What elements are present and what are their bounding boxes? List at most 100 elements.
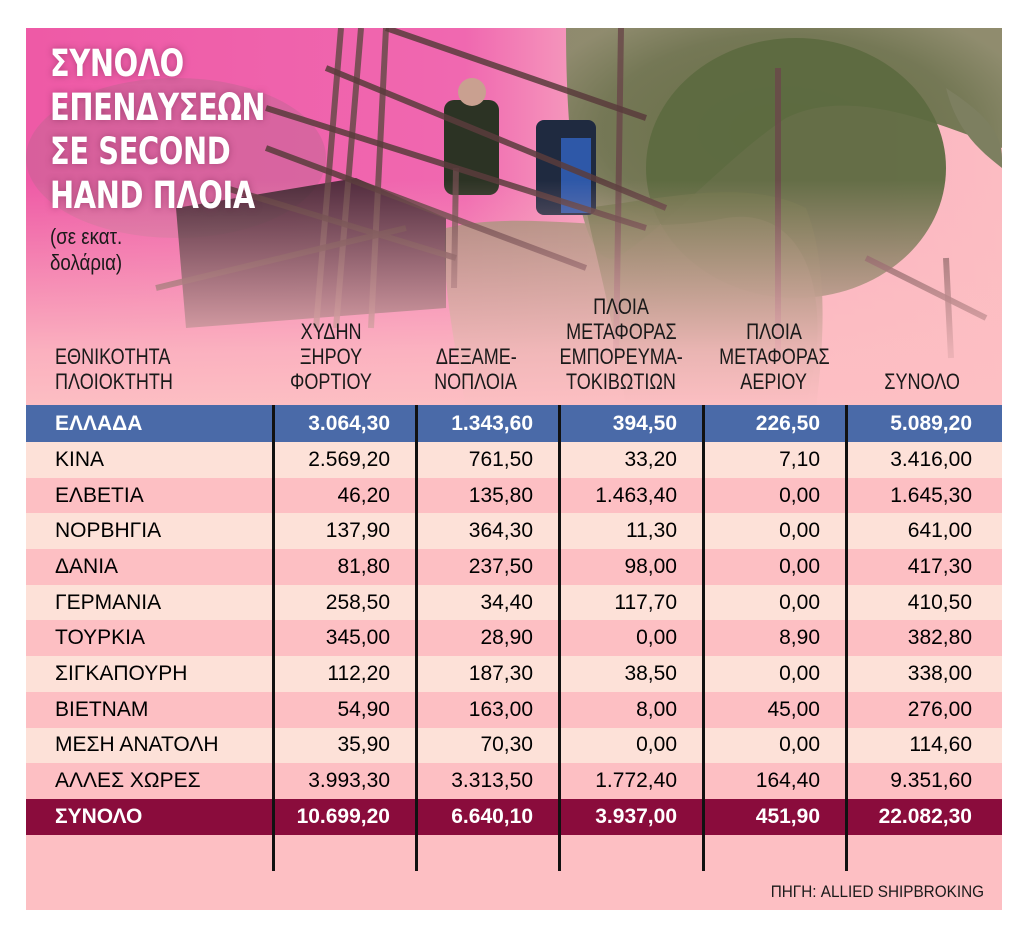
value-containers: 0,00: [636, 733, 677, 757]
value-tankers: 3.313,50: [451, 769, 533, 793]
value-gas: 164,40: [755, 769, 820, 793]
country-name: ΓΕΡΜΑΝΙΑ: [55, 590, 162, 614]
value-dry-bulk: 3.993,30: [308, 769, 390, 793]
header-tankers: ΔΕΞΑΜΕ- ΝΟΠΛΟΙΑ: [411, 228, 541, 394]
country-name: ΝΟΡΒΗΓΙΑ: [55, 519, 162, 543]
value-dry-bulk: 258,50: [325, 590, 390, 614]
value-tankers: 34,40: [480, 590, 533, 614]
country-name: ΣΙΓΚΑΠΟΥΡΗ: [55, 661, 188, 685]
table-row: ΣΙΓΚΑΠΟΥΡΗ 112,20 187,30 38,50 0,00 338,…: [26, 656, 1002, 692]
value-dry-bulk: 345,00: [325, 626, 390, 650]
value-containers: 1.463,40: [595, 483, 677, 507]
value-dry-bulk: 35,90: [337, 733, 390, 757]
value-containers: 1.772,40: [595, 769, 677, 793]
header-text: ΦΟΡΤΙΟΥ: [290, 369, 372, 394]
country-name: ΔΑΝΙΑ: [55, 554, 119, 578]
value-containers: 8,00: [636, 697, 677, 721]
value-total: 417,30: [907, 554, 972, 578]
header-text: ΜΕΤΑΦΟΡΑΣ: [565, 319, 677, 344]
header-text: ΕΜΠΟΡΕΥΜΑ-: [559, 344, 683, 369]
value-gas: 8,90: [779, 626, 820, 650]
header-text: ΕΘΝΙΚΟΤΗΤΑ: [55, 344, 171, 369]
column-divider: [702, 405, 705, 871]
table-row: ΜΕΣΗ ΑΝΑΤΟΛΗ 35,90 70,30 0,00 0,00 114,6…: [26, 727, 1002, 764]
country-name: ΑΛΛΕΣ ΧΩΡΕΣ: [55, 769, 201, 793]
value-gas: 0,00: [779, 661, 820, 685]
value-containers: 11,30: [626, 519, 677, 543]
value-tankers: 28,90: [480, 626, 533, 650]
country-name: ΜΕΣΗ ΑΝΑΤΟΛΗ: [55, 733, 219, 757]
value-gas: 0,00: [779, 519, 820, 543]
value-dry-bulk: 81,80: [337, 554, 390, 578]
column-divider: [558, 405, 561, 871]
photo-fade-overlay: [26, 28, 1002, 408]
value-containers: 117,70: [614, 590, 677, 614]
value-containers: 98,00: [624, 554, 677, 578]
header-text: ΧΥΔΗΝ: [300, 319, 362, 344]
value-dry-bulk: 10.699,20: [296, 804, 390, 828]
value-dry-bulk: 3.064,30: [308, 411, 390, 435]
header-text: ΜΕΤΑΦΟΡΑΣ: [718, 344, 830, 369]
header-nationality: ΕΘΝΙΚΟΤΗΤΑ ΠΛΟΙΟΚΤΗΤΗ: [55, 228, 275, 394]
value-tankers: 364,30: [468, 519, 533, 543]
value-dry-bulk: 137,90: [325, 519, 390, 543]
value-gas: 0,00: [779, 554, 820, 578]
table-row: ΝΟΡΒΗΓΙΑ 137,90 364,30 11,30 0,00 641,00: [26, 513, 1002, 550]
value-gas: 7,10: [779, 447, 820, 471]
table-row-greece: ΕΛΛΑΔΑ 3.064,30 1.343,60 394,50 226,50 5…: [26, 405, 1002, 442]
table-row: ΓΕΡΜΑΝΙΑ 258,50 34,40 117,70 0,00 410,50: [26, 584, 1002, 621]
title-line: ΣΕ SECOND: [50, 130, 231, 173]
table-row: ΑΛΛΕΣ ΧΩΡΕΣ 3.993,30 3.313,50 1.772,40 1…: [26, 763, 1002, 799]
value-dry-bulk: 112,20: [327, 661, 390, 685]
table-row: ΔΑΝΙΑ 81,80 237,50 98,00 0,00 417,30: [26, 549, 1002, 585]
value-tankers: 135,80: [468, 483, 533, 507]
header-text: ΠΛΟΙΟΚΤΗΤΗ: [55, 369, 173, 394]
header-total: ΣΥΝΟΛΟ: [862, 228, 982, 394]
value-containers: 38,50: [624, 661, 677, 685]
header-text: ΠΛΟΙΑ: [593, 294, 649, 319]
value-total: 3.416,00: [890, 447, 972, 471]
background-photo: [26, 28, 1002, 408]
header-container-ships: ΠΛΟΙΑ ΜΕΤΑΦΟΡΑΣ ΕΜΠΟΡΕΥΜΑ- ΤΟΚΙΒΩΤΙΩΝ: [546, 228, 696, 394]
header-gas-carriers: ΠΛΟΙΑ ΜΕΤΑΦΟΡΑΣ ΑΕΡΙΟΥ: [699, 228, 849, 394]
source-credit: ΠΗΓΗ: ALLIED SHIPBROKING: [770, 882, 984, 901]
value-gas: 0,00: [779, 590, 820, 614]
subtitle-line: (σε εκατ.: [50, 224, 123, 249]
country-name: ΒΙΕΤΝΑΜ: [55, 697, 149, 721]
value-dry-bulk: 2.569,20: [308, 447, 390, 471]
title-line: ΣΥΝΟΛΟ: [50, 42, 184, 85]
title-line: ΕΠΕΝΔΥΣΕΩΝ: [50, 86, 266, 129]
value-total: 382,80: [907, 626, 972, 650]
investment-table: ΕΛΛΑΔΑ 3.064,30 1.343,60 394,50 226,50 5…: [26, 405, 1002, 835]
table-row: ΚΙΝΑ 2.569,20 761,50 33,20 7,10 3.416,00: [26, 442, 1002, 478]
country-name: ΕΛΛΑΔΑ: [55, 411, 143, 435]
header-text: ΤΟΚΙΒΩΤΙΩΝ: [566, 369, 676, 394]
header-text: ΣΥΝΟΛΟ: [884, 369, 960, 394]
value-tankers: 1.343,60: [451, 411, 533, 435]
value-total: 410,50: [907, 590, 972, 614]
subtitle-line: δολάρια): [50, 250, 123, 275]
column-divider: [415, 405, 418, 871]
country-name: ΤΟΥΡΚΙΑ: [55, 626, 145, 650]
value-containers: 33,20: [624, 447, 677, 471]
value-total: 9.351,60: [890, 769, 972, 793]
value-total: 22.082,30: [878, 804, 972, 828]
total-label: ΣΥΝΟΛΟ: [55, 804, 143, 828]
value-containers: 0,00: [636, 626, 677, 650]
value-total: 338,00: [907, 661, 972, 685]
value-tankers: 6.640,10: [451, 804, 533, 828]
country-name: ΕΛΒΕΤΙΑ: [55, 483, 144, 507]
country-name: ΚΙΝΑ: [55, 447, 105, 471]
column-divider: [272, 405, 275, 871]
value-tankers: 761,50: [468, 447, 533, 471]
column-divider: [845, 405, 848, 871]
header-text: ΑΕΡΙΟΥ: [740, 369, 808, 394]
table-row: ΕΛΒΕΤΙΑ 46,20 135,80 1.463,40 0,00 1.645…: [26, 477, 1002, 514]
value-tankers: 187,30: [468, 661, 533, 685]
value-gas: 0,00: [779, 483, 820, 507]
infographic-frame: ΣΥΝΟΛΟ ΕΠΕΝΔΥΣΕΩΝ ΣΕ SECOND HAND ΠΛΟΙΑ (…: [26, 28, 1002, 910]
header-text: ΞΗΡΟΥ: [299, 344, 363, 369]
value-total: 5.089,20: [890, 411, 972, 435]
value-gas: 451,90: [755, 804, 820, 828]
value-tankers: 237,50: [468, 554, 533, 578]
